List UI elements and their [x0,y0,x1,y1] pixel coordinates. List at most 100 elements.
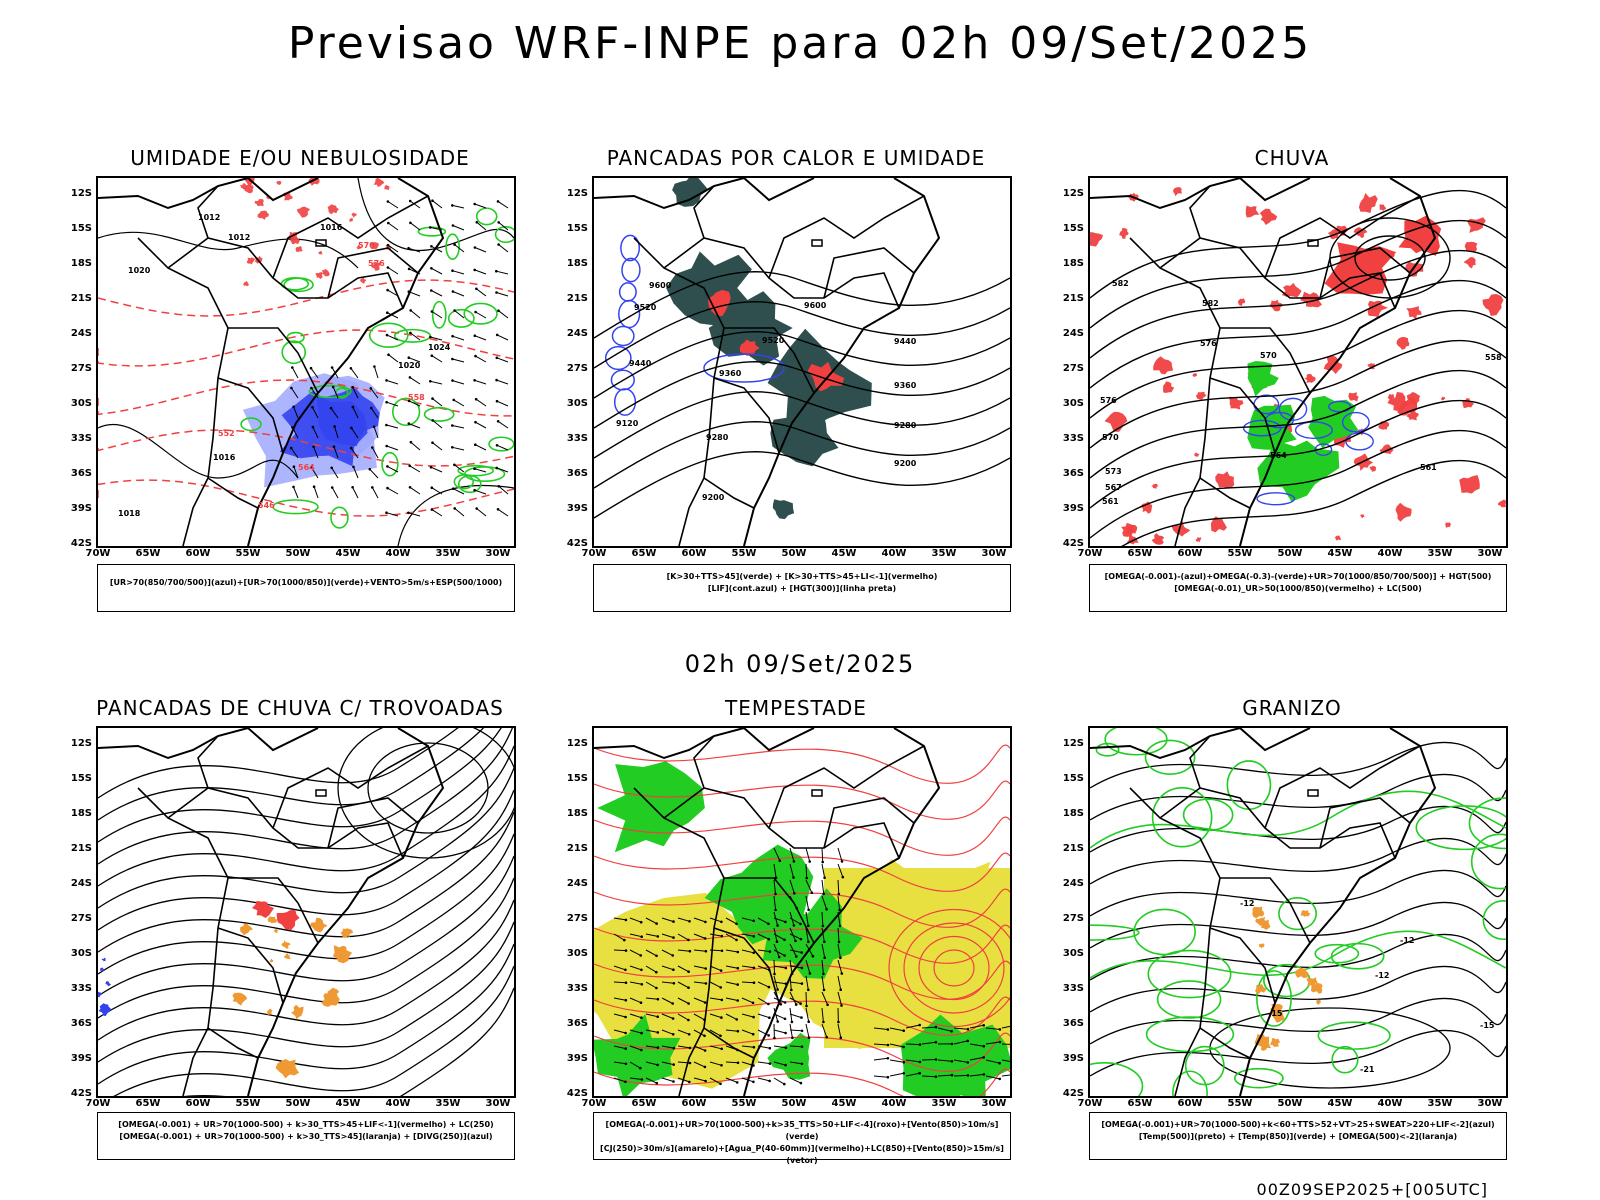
latitude-label: 18S [70,808,92,819]
wind-vector-head [671,1017,675,1020]
wind-vector [454,464,465,473]
wind-vector-head [841,875,845,879]
temp850-contour [1147,949,1232,999]
wind-vector [629,1013,642,1019]
latitude-label: 18S [1062,808,1084,819]
wind-vector-head [368,467,372,471]
latitude-label: 24S [566,878,588,889]
contour-label: 570 [1102,433,1119,442]
wind-vector-head [934,1040,938,1044]
wind-vector-head [431,397,434,400]
instability-teal-region [672,178,709,207]
wind-vector-head [431,419,435,422]
latitude-label: 27S [1062,363,1084,374]
wind-vector-head [950,1030,953,1033]
temp850-contour [1233,1067,1284,1089]
wind-vector [474,379,487,385]
longitude-label: 70W [85,548,111,559]
thunderstorm-orange-region [266,1008,273,1016]
wind-vector [693,1013,705,1021]
divergence-blue-region [100,967,105,972]
wind-vector [789,997,801,1005]
wind-vector-head [330,366,334,369]
green-humidity-contour [281,340,307,365]
legend-granizo: [OMEGA(-0.001)+UR>70(1000-500)+k<60+TTS>… [1089,1112,1507,1160]
isobar [397,484,514,546]
wind-vector [475,421,487,429]
wind-vector [331,467,339,479]
wind-vector [431,245,443,253]
wind-vector [821,943,826,958]
streamline [98,767,514,909]
wind-vector-head [474,397,478,401]
wind-vector [725,949,738,953]
wind-vector-head [902,1072,905,1075]
temp850-contour [1256,970,1292,1027]
wind-vector-head [671,1033,675,1036]
state-border [1159,237,1396,309]
wind-vector-head [839,956,842,960]
wind-vector-head [784,920,787,924]
wind-vector-head [807,940,810,944]
contour-label: 558 [408,393,425,402]
wind-vector [821,959,824,974]
wind-vector-head [430,267,433,270]
wind-vector-head [807,924,810,928]
wind-vector-head [385,400,388,404]
wind-vector-head [800,1045,804,1048]
wind-vector-head [624,949,628,952]
wind-vector [293,406,299,419]
wind-vector [773,1061,786,1066]
wind-vector [773,847,781,861]
wind-vector [409,200,421,209]
wind-vector [789,1045,803,1048]
wind-vector [789,1061,802,1065]
wind-vector-head [779,1003,783,1006]
wind-vector [629,1045,642,1051]
divergence-blue-region [101,957,106,962]
temp500-contour [1090,869,1506,917]
wind-vector [334,426,339,439]
wind-vector [789,959,793,974]
latitude-label: 18S [566,808,588,819]
rain-red-region [1215,471,1235,488]
federal-district [811,239,823,247]
wind-vector-head [451,224,455,227]
wind-vector [1001,1025,1010,1029]
wind-vector-head [687,986,690,989]
wind-vector-head [794,1003,798,1006]
state-border [663,787,900,859]
wind-vector-head [790,988,793,992]
latitude-label: 12S [70,188,92,199]
wind-vector [430,380,443,385]
wind-vector [645,1013,658,1018]
wind-vector-head [495,356,499,360]
wind-vector [985,1041,1000,1045]
wind-vector [350,427,359,439]
coastline [1090,728,1437,1096]
green-humidity-contour [447,308,475,328]
wind-vector-head [672,1063,675,1066]
wind-vector-head [704,1079,707,1083]
longitude-label: 40W [385,1098,411,1109]
rain-red-region [1387,392,1411,413]
red-contour-patch [315,272,323,280]
streamline [113,965,514,1096]
wind-vector [741,1045,754,1048]
state-border [823,247,915,299]
wind-vector [431,267,443,275]
green-humidity-contour [475,207,498,226]
latitude-label: 12S [1062,188,1084,199]
contour-label: 9120 [616,419,639,428]
wind-vector [1001,1074,1010,1077]
legend-granizo-line-1: [OMEGA(-0.001)+UR>70(1000-500)+k<60+TTS>… [1101,1120,1495,1129]
geopotential-height-contour [594,331,1010,399]
state-border [713,927,780,1004]
wind-vector [387,201,399,209]
wind-vector [709,1013,722,1019]
contour-label: 561 [1102,497,1119,506]
rain-red-region [1195,537,1202,543]
wind-vector [371,447,379,459]
omega500-orange-region [1258,919,1271,930]
latitude-label: 30S [1062,398,1084,409]
